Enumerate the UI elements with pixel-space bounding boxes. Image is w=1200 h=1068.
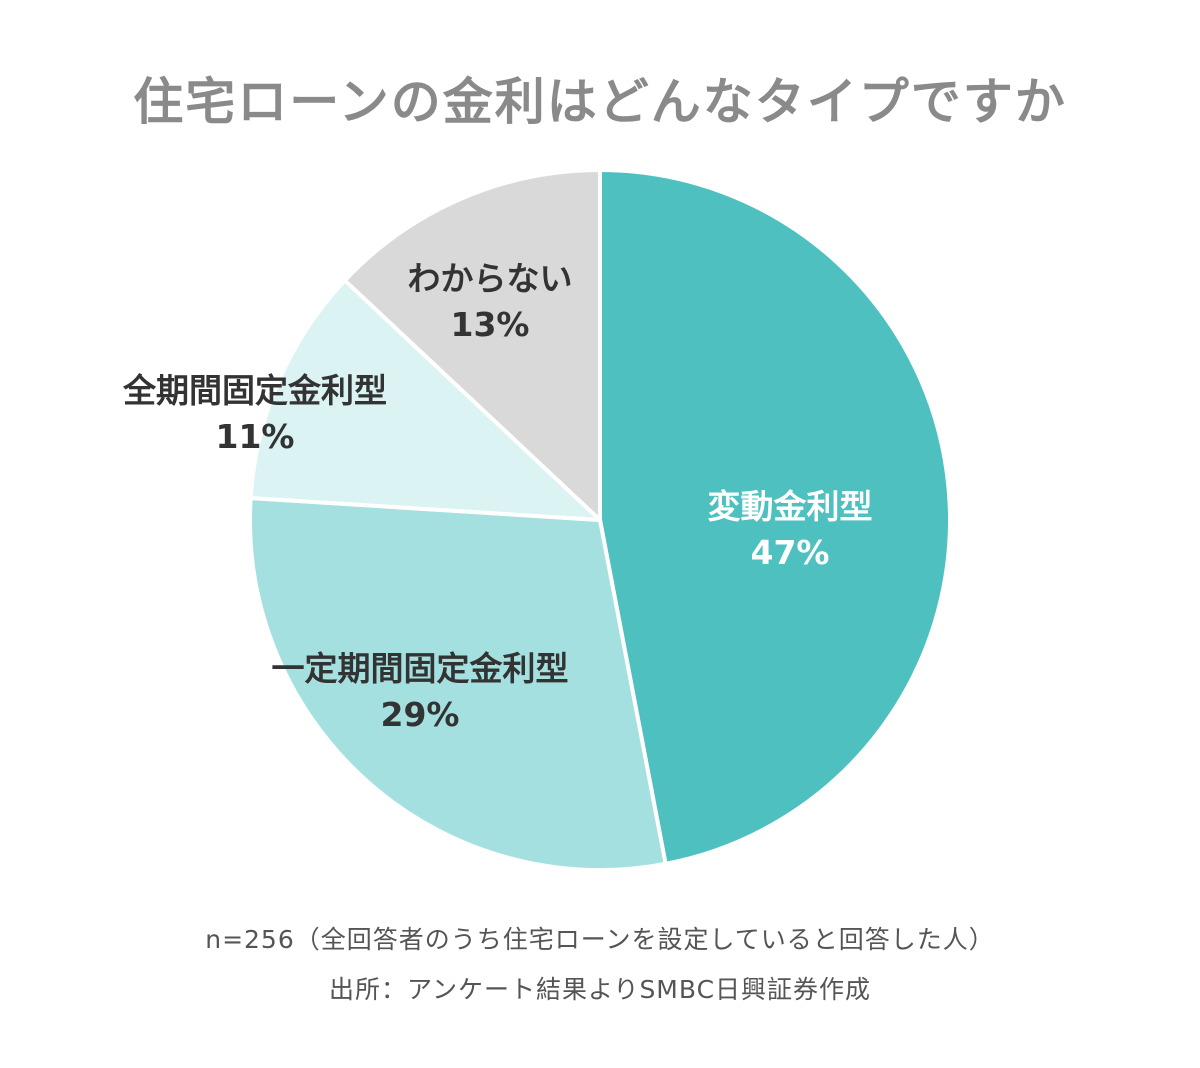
pie-slice: [598, 168, 952, 866]
slice-value-label: 47%: [751, 533, 830, 572]
slice-value-label: 13%: [451, 305, 530, 344]
slice-category-label: 一定期間固定金利型: [272, 649, 569, 688]
pie-labels: 変動金利型 47% 一定期間固定金利型 29% 全期間固定金利型 11% わからない 13%: [122, 259, 873, 734]
sample-note: n=256（全回答者のうち住宅ローンを設定していると回答した人）: [205, 925, 995, 954]
pie-slice: [248, 278, 602, 522]
pie-slice: [342, 168, 602, 522]
source-note: 出所：アンケート結果よりSMBC日興証券作成: [328, 975, 872, 1004]
pie-slices: [248, 168, 952, 872]
slice-value-label: 11%: [216, 417, 295, 456]
slice-value-label: 29%: [381, 695, 460, 734]
slice-category-label: わからない: [408, 259, 573, 298]
pie-slice: [248, 496, 668, 872]
slice-category-label: 変動金利型: [708, 487, 873, 526]
chart-title: 住宅ローンの金利はどんなタイプですか: [133, 73, 1067, 131]
slice-category-label: 全期間固定金利型: [122, 371, 387, 410]
